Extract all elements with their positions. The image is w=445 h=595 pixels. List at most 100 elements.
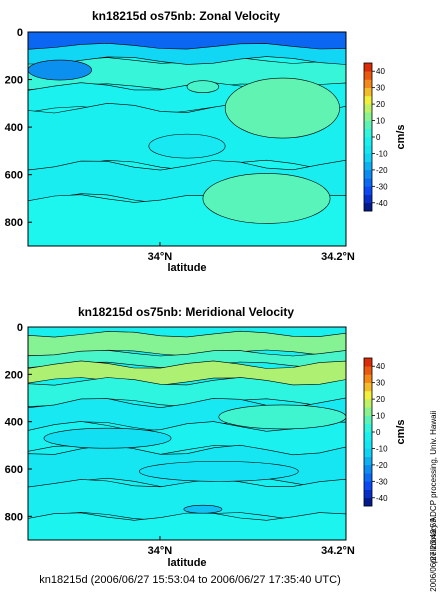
colorbar-segment — [364, 186, 372, 195]
colorbar-segment — [364, 169, 372, 179]
y-tick-label: 400 — [5, 417, 23, 429]
contour-patch — [218, 404, 346, 430]
y-tick-label: 600 — [5, 464, 23, 476]
processing-timestamp: 2006/06/27 23:43:59 — [429, 518, 438, 592]
meridional-title: kn18215d os75nb: Meridional Velocity — [78, 305, 294, 319]
contour-patch — [148, 133, 226, 159]
colorbar-segment — [364, 202, 372, 212]
x-tick-label: 34°N — [148, 251, 173, 263]
colorbar-tick-label: -40 — [376, 199, 388, 208]
meridional-xlabel: latitude — [167, 557, 206, 569]
zonal-title: kn18215d os75nb: Zonal Velocity — [92, 9, 280, 23]
colorbar-segment — [364, 87, 372, 97]
y-tick-label: 0 — [17, 27, 23, 39]
colorbar-segment — [364, 145, 372, 154]
colorbar-segment — [364, 112, 372, 121]
y-tick-label: 200 — [5, 75, 23, 87]
colorbar-segment — [364, 374, 372, 383]
zonal-axes-frame — [27, 31, 347, 247]
y-tick-label: 600 — [5, 170, 23, 182]
contour-band — [28, 512, 346, 540]
colorbar-segment — [364, 390, 372, 400]
colorbar-segment — [364, 366, 372, 375]
colorbar-segment — [364, 120, 372, 130]
colorbar-segment — [364, 63, 372, 72]
colorbar-tick-label: 20 — [376, 395, 385, 404]
zonal-colorbar: -40 -30 -20 -10 0 10 20 30 40 cm/s — [363, 62, 407, 212]
colorbar-tick-label: 40 — [376, 67, 385, 76]
contour-patch — [28, 59, 92, 81]
contour-band — [28, 377, 346, 408]
colorbar-tick-label: 30 — [376, 84, 385, 93]
y-tick-label: 200 — [5, 369, 23, 381]
x-tick-label: 34°N — [148, 545, 173, 557]
colorbar-segment — [364, 440, 372, 449]
contour-patch — [43, 427, 172, 449]
colorbar-segment — [364, 137, 372, 146]
colorbar-segment — [364, 423, 372, 433]
colorbar-segment — [364, 95, 372, 105]
contour-patch — [139, 461, 299, 482]
zonal-panel: kn18215d os75nb: Zonal Velocity 02004006… — [5, 9, 407, 274]
colorbar-segment — [364, 497, 372, 507]
colorbar-segment — [364, 399, 372, 408]
colorbar-tick-label: -20 — [376, 461, 388, 470]
zonal-xlabel: latitude — [167, 262, 206, 274]
colorbar-tick-label: -20 — [376, 166, 388, 175]
colorbar-tick-label: -40 — [376, 494, 388, 503]
colorbar-tick-label: 0 — [376, 428, 381, 437]
contour-band — [28, 478, 346, 521]
colorbar-segment — [364, 161, 372, 171]
colorbar-tick-label: 0 — [376, 133, 381, 142]
colorbar-segment — [364, 432, 372, 441]
colorbar-tick-label: 40 — [376, 362, 385, 371]
y-tick-label: 800 — [5, 217, 23, 229]
colorbar-label: cm/s — [395, 124, 407, 149]
colorbar-segment — [364, 358, 372, 367]
meridional-y-axis: 0 200 400 600 800 — [5, 322, 32, 523]
colorbar-segment — [364, 194, 372, 204]
colorbar-segment — [364, 79, 372, 88]
colorbar-segment — [364, 489, 372, 499]
colorbar-segment — [364, 456, 372, 466]
contour-band — [28, 349, 346, 369]
colorbar-segment — [364, 407, 372, 416]
contour-patch — [202, 173, 331, 224]
zonal-contour-field — [28, 32, 346, 246]
y-tick-label: 800 — [5, 511, 23, 523]
colorbar-tick-label: 10 — [376, 117, 385, 126]
colorbar-segment — [364, 382, 372, 392]
colorbar-segment — [364, 104, 372, 113]
processing-note: preliminary ADCP processing, Univ. Hawai… — [429, 411, 438, 563]
contour-band — [28, 330, 346, 357]
meridional-axes-frame — [27, 326, 347, 541]
meridional-contour-field — [28, 327, 346, 540]
y-tick-label: 0 — [17, 322, 23, 334]
colorbar-tick-label: -30 — [376, 182, 388, 191]
colorbar-segment — [364, 153, 372, 162]
colorbar-segment — [364, 128, 372, 138]
cruise-caption: kn18215d (2006/06/27 15:53:04 to 2006/06… — [39, 574, 341, 586]
colorbar-tick-label: -10 — [376, 149, 388, 158]
meridional-panel: kn18215d os75nb: Meridional Velocity 0 20… — [5, 305, 407, 569]
x-tick-label: 34.2°N — [321, 251, 355, 263]
y-tick-label: 400 — [5, 122, 23, 134]
colorbar-segment — [364, 71, 372, 80]
zonal-y-axis: 0 200 400 600 800 — [5, 27, 32, 229]
colorbar-tick-label: 10 — [376, 412, 385, 421]
meridional-colorbar: -40 -30 -20 -10 0 10 20 30 40 cm/s — [363, 357, 407, 507]
colorbar-segment — [364, 473, 372, 482]
contour-patch — [224, 77, 340, 139]
colorbar-tick-label: -10 — [376, 444, 388, 453]
colorbar-tick-label: 30 — [376, 379, 385, 388]
colorbar-tick-label: 20 — [376, 100, 385, 109]
contour-patch — [183, 504, 223, 514]
colorbar-segment — [364, 415, 372, 425]
colorbar-tick-label: -30 — [376, 477, 388, 486]
colorbar-segment — [364, 448, 372, 457]
zonal-x-axis: 34°N 34.2°N — [148, 242, 355, 263]
meridional-x-axis: 34°N 34.2°N — [148, 536, 355, 557]
x-tick-label: 34.2°N — [321, 545, 355, 557]
contour-patch — [186, 80, 220, 93]
